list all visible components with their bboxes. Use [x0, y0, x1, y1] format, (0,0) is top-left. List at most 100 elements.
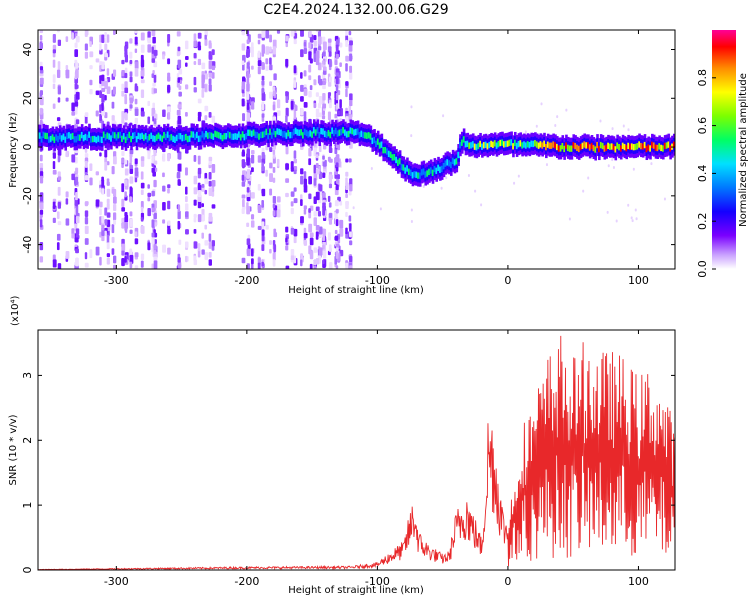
noise-cell — [177, 104, 182, 109]
noise-cell — [285, 245, 289, 251]
noise-cell — [208, 112, 212, 118]
noise-cell — [242, 63, 245, 71]
ridge-core — [455, 158, 459, 165]
noise-cell — [328, 144, 332, 153]
noise-cell — [322, 234, 326, 242]
noise-cell — [208, 172, 212, 180]
noise-cell — [167, 58, 171, 65]
noise-cell — [335, 265, 339, 269]
noise-cell — [39, 108, 43, 115]
ridge-core — [121, 135, 124, 143]
noise-cell — [193, 39, 197, 48]
noise-cell — [328, 244, 332, 252]
noise-cell — [197, 155, 201, 165]
ridge-core — [205, 130, 208, 138]
ridge-core — [375, 140, 378, 148]
noise-cell — [178, 239, 182, 245]
ridge-core — [40, 136, 44, 143]
noise-cell — [197, 32, 202, 39]
ridge-core — [232, 133, 236, 140]
noise-cell — [176, 173, 180, 179]
ridge-core — [561, 142, 565, 150]
noise-cell — [345, 63, 348, 72]
noise-cell — [121, 83, 125, 91]
noise-cell — [345, 262, 349, 269]
noise-cell — [201, 74, 205, 84]
noise-cell — [246, 248, 251, 257]
noise-cell — [327, 92, 332, 97]
ridge-core — [367, 132, 371, 139]
ridge-core — [541, 142, 544, 149]
noise-cell — [272, 259, 276, 266]
noise-cell — [313, 265, 317, 269]
ridge-core — [588, 144, 592, 151]
ridge-core — [594, 146, 597, 153]
noise-cell — [197, 116, 201, 122]
noise-cell — [151, 236, 155, 245]
noise-cell — [257, 60, 262, 67]
noise-cell — [106, 219, 111, 227]
noise-cell — [95, 58, 100, 63]
noise-cell — [134, 117, 139, 124]
noise-cell — [322, 41, 327, 51]
ridge-core — [630, 143, 634, 150]
ridge-core — [554, 142, 557, 149]
noise-cell — [95, 246, 100, 256]
noise-cell — [121, 59, 125, 65]
noise-cell — [95, 110, 99, 117]
noise-cell — [293, 198, 298, 204]
noise-cell — [52, 74, 56, 83]
noise-cell — [106, 242, 110, 250]
ridge-core — [559, 145, 563, 152]
noise-cell — [177, 179, 181, 186]
ridge-core — [183, 134, 186, 141]
spectrogram-y-ticks: -40 -20 0 20 40 — [21, 43, 675, 254]
ridge-core — [497, 141, 501, 148]
noise-cell — [176, 50, 181, 57]
noise-cell — [349, 65, 353, 73]
noise-cell — [140, 156, 145, 162]
noise-cell — [257, 225, 262, 230]
ridge-core — [397, 159, 400, 166]
ridge-core — [203, 133, 206, 140]
ridge-core — [146, 136, 150, 143]
ridge-core — [327, 130, 331, 137]
noise-cell — [134, 36, 138, 45]
colorbar: 0.0 0.2 0.4 0.6 0.8 Normalized spectral ampl… — [696, 30, 749, 278]
noise-cell — [129, 51, 133, 59]
ridge-core — [442, 162, 446, 170]
noise-cell — [318, 184, 323, 192]
ridge-core — [102, 131, 106, 138]
noise-cell — [178, 91, 182, 97]
noise-cell — [104, 161, 108, 171]
ridge-core — [608, 143, 612, 150]
noise-cell — [349, 265, 353, 269]
noise-cell — [57, 221, 62, 226]
noise-cell — [246, 94, 250, 100]
noise-cell — [300, 253, 304, 262]
noise-cell — [272, 39, 277, 49]
noise-cell — [663, 197, 666, 201]
ridge-core — [360, 130, 364, 137]
ridge-core — [358, 131, 362, 139]
ridge-core — [265, 128, 269, 136]
noise-cell — [95, 171, 100, 176]
noise-cell — [167, 106, 171, 113]
noise-cell — [349, 240, 353, 246]
noise-cell — [257, 50, 261, 58]
noise-cell — [134, 68, 139, 77]
spectrogram-y-label: Frequency (Hz) — [8, 112, 19, 188]
y-tick-label: 0 — [21, 567, 34, 574]
noise-cell — [345, 171, 349, 177]
noise-cell — [52, 49, 56, 54]
noise-cell — [303, 171, 307, 180]
noise-cell — [313, 217, 317, 227]
noise-cell — [129, 59, 133, 65]
noise-cell — [167, 188, 170, 194]
noise-cell — [185, 211, 189, 218]
noise-cell — [328, 51, 332, 57]
ridge-core — [521, 142, 524, 149]
ridge-core — [84, 133, 88, 141]
noise-cell — [335, 103, 339, 110]
noise-cell — [322, 249, 327, 259]
